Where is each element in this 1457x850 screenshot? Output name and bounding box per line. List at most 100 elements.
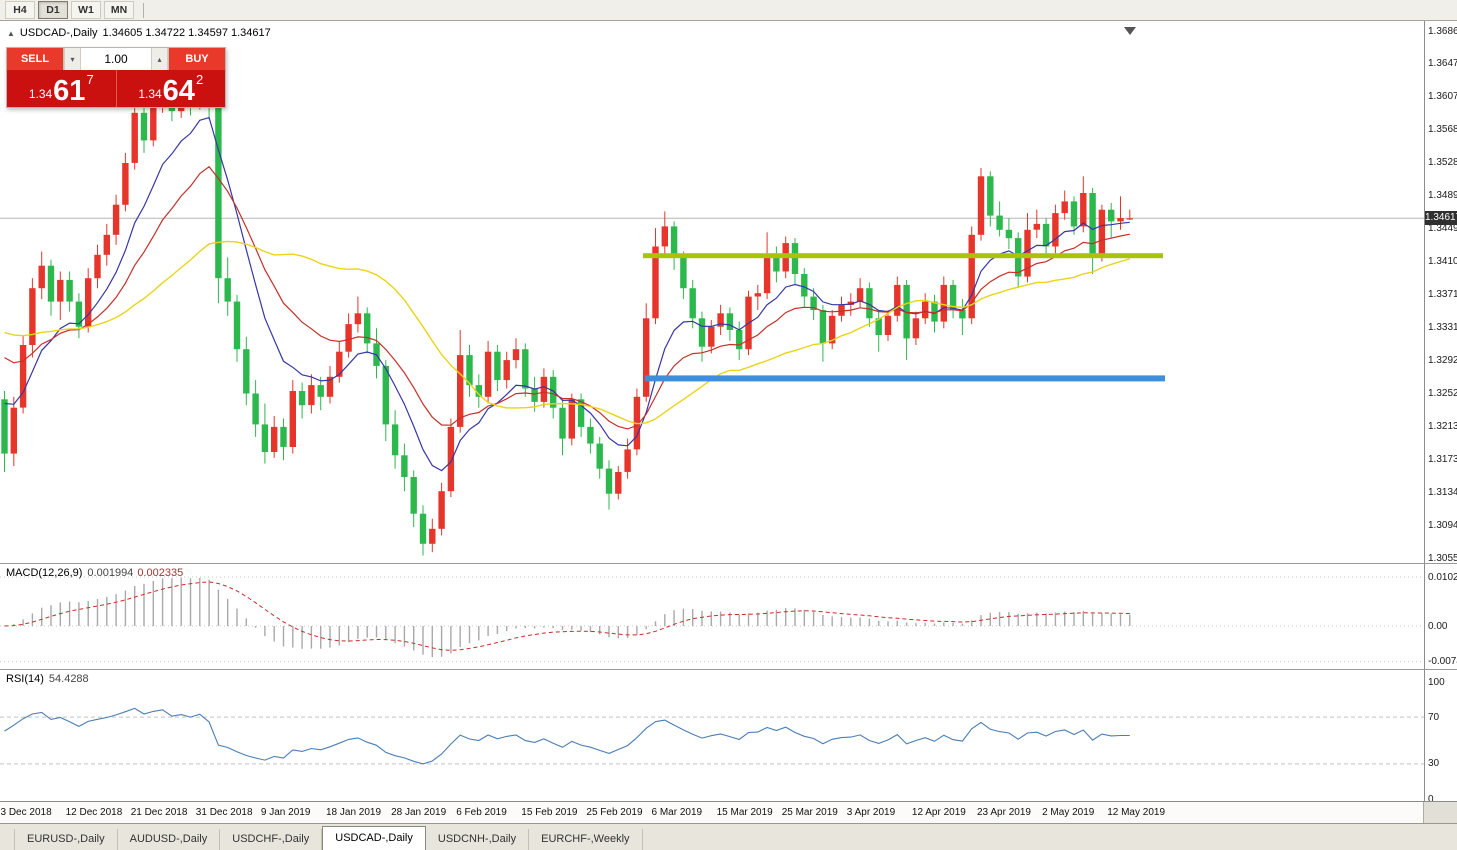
bear-candle bbox=[466, 355, 473, 386]
bear-candle bbox=[931, 301, 938, 322]
triangle-down-icon: ▾ bbox=[70, 54, 75, 64]
candlestick-chart[interactable] bbox=[0, 21, 1424, 563]
bear-candle bbox=[382, 365, 389, 425]
support-line[interactable] bbox=[645, 375, 1165, 382]
time-axis-label: 9 Jan 2019 bbox=[260, 807, 311, 818]
bear-candle bbox=[494, 351, 501, 381]
chart-tab-usdcnh-daily[interactable]: USDCNH-,Daily bbox=[426, 829, 530, 850]
collapse-panel-icon[interactable]: ▲ bbox=[7, 28, 15, 38]
bull-candle bbox=[754, 293, 761, 297]
timeframe-button-d1[interactable]: D1 bbox=[38, 1, 68, 19]
sell-price-prefix: 1.34 bbox=[28, 87, 53, 101]
bull-candle bbox=[10, 407, 17, 454]
buy-price-prefix: 1.34 bbox=[138, 87, 162, 101]
volume-decrease-button[interactable]: ▾ bbox=[64, 48, 81, 70]
price-scale-label: 1.32520 bbox=[1428, 387, 1457, 399]
price-scale-label: 1.36860 bbox=[1428, 25, 1457, 37]
time-axis[interactable]: 3 Dec 2018 12 Dec 2018 21 Dec 2018 31 Dec 2… bbox=[0, 801, 1457, 823]
bull-candle bbox=[503, 360, 510, 381]
bear-candle bbox=[252, 393, 259, 425]
bear-candle bbox=[949, 284, 957, 310]
bear-candle bbox=[224, 278, 231, 302]
price-scale[interactable]: 1.36860 1.36470 1.36070 1.35680 1.35280 1.348… bbox=[1424, 21, 1457, 564]
time-axis-label: 23 Apr 2019 bbox=[977, 807, 1031, 818]
bear-candle bbox=[819, 310, 827, 344]
chart-header: ▲ USDCAD-,Daily 1.34605 1.34722 1.34597 … bbox=[7, 27, 271, 39]
macd-panel[interactable]: MACD(12,26,9) 0.001994 0.002335 bbox=[0, 563, 1424, 670]
bear-candle bbox=[419, 513, 427, 544]
bull-candle bbox=[1080, 193, 1087, 227]
time-axis-label: 15 Feb 2019 bbox=[521, 807, 578, 818]
time-axis-label: 6 Feb 2019 bbox=[456, 807, 507, 818]
bull-candle bbox=[94, 254, 101, 279]
time-axis-label: 31 Dec 2018 bbox=[195, 807, 253, 818]
rsi-scale-label: 100 bbox=[1428, 676, 1445, 688]
bear-candle bbox=[875, 318, 882, 335]
chart-tab-audusd-daily[interactable]: AUDUSD-,Daily bbox=[118, 829, 221, 850]
rsi-line bbox=[4, 707, 1130, 765]
volume-increase-button[interactable]: ▴ bbox=[151, 48, 168, 70]
bull-candle bbox=[847, 301, 854, 305]
bear-candle bbox=[587, 426, 594, 444]
time-axis-label: 6 Mar 2019 bbox=[651, 807, 703, 818]
bull-candle bbox=[1052, 213, 1059, 247]
bull-candle bbox=[1126, 218, 1133, 220]
bull-candle bbox=[568, 399, 575, 439]
sell-price-display[interactable]: 1.34 61 7 bbox=[7, 70, 117, 107]
sell-price-main-digits: 61 bbox=[53, 75, 86, 107]
time-axis-label: 15 Mar 2019 bbox=[716, 807, 773, 818]
timeframe-button-w1[interactable]: W1 bbox=[71, 1, 101, 19]
bear-candle bbox=[791, 243, 799, 274]
bull-candle bbox=[429, 528, 436, 544]
price-scale-label: 1.31730 bbox=[1428, 453, 1457, 465]
macd-scale[interactable]: 0.01022 0.00 -0.00747 bbox=[1424, 563, 1457, 669]
buy-price-display[interactable]: 1.34 64 2 bbox=[117, 70, 226, 107]
bull-candle bbox=[940, 284, 947, 322]
bear-candle bbox=[959, 310, 966, 319]
volume-input[interactable]: 1.00 bbox=[104, 52, 128, 66]
macd-chart[interactable] bbox=[0, 564, 1424, 670]
chart-tab-usdcad-daily[interactable]: USDCAD-,Daily bbox=[322, 826, 426, 850]
price-chart-area[interactable]: ▲ USDCAD-,Daily 1.34605 1.34722 1.34597 … bbox=[0, 21, 1424, 563]
macd-name: MACD(12,26,9) bbox=[6, 567, 83, 579]
time-axis-label: 12 Dec 2018 bbox=[65, 807, 123, 818]
bull-candle bbox=[922, 301, 929, 319]
chart-tab-eurchf-weekly[interactable]: EURCHF-,Weekly bbox=[529, 829, 643, 850]
macd-scale-label: 0.01022 bbox=[1428, 571, 1457, 583]
bull-candle bbox=[103, 234, 110, 255]
chart-shift-marker-icon[interactable] bbox=[1124, 27, 1136, 35]
bear-candle bbox=[726, 313, 734, 330]
chart-tab-usdchf-daily[interactable]: USDCHF-,Daily bbox=[220, 829, 323, 850]
bull-candle bbox=[271, 426, 278, 452]
bear-candle bbox=[243, 349, 250, 394]
macd-scale-label: 0.00 bbox=[1428, 620, 1448, 632]
buy-button[interactable]: BUY bbox=[169, 48, 225, 70]
resistance-line[interactable] bbox=[643, 253, 1163, 259]
bear-candle bbox=[391, 424, 399, 456]
bear-candle bbox=[75, 301, 83, 327]
rsi-scale-label: 30 bbox=[1428, 758, 1440, 770]
bear-candle bbox=[1, 399, 8, 454]
bear-candle bbox=[1005, 229, 1013, 239]
bear-candle bbox=[1108, 209, 1115, 222]
bear-candle bbox=[233, 301, 241, 350]
fast-ma-line bbox=[4, 116, 1130, 472]
rsi-chart[interactable] bbox=[0, 670, 1424, 802]
bull-candle bbox=[717, 313, 724, 327]
chart-tab-eurusd-daily[interactable]: EURUSD-,Daily bbox=[14, 829, 118, 850]
timeframe-button-mn[interactable]: MN bbox=[104, 1, 134, 19]
sell-button[interactable]: SELL bbox=[7, 48, 63, 70]
timeframe-button-h4[interactable]: H4 bbox=[5, 1, 35, 19]
bull-candle bbox=[345, 324, 352, 352]
bull-candle bbox=[19, 345, 27, 408]
bear-candle bbox=[47, 265, 55, 302]
rsi-panel[interactable]: RSI(14) 54.4288 bbox=[0, 669, 1424, 802]
time-axis-label: 12 Apr 2019 bbox=[911, 807, 966, 818]
triangle-up-icon: ▴ bbox=[157, 54, 162, 64]
bear-candle bbox=[605, 468, 613, 494]
price-scale-label: 1.35280 bbox=[1428, 157, 1457, 169]
time-axis-label: 18 Jan 2019 bbox=[326, 807, 382, 818]
rsi-scale[interactable]: 100 70 30 0 bbox=[1424, 669, 1457, 805]
time-axis-label: 3 Dec 2018 bbox=[0, 807, 52, 818]
